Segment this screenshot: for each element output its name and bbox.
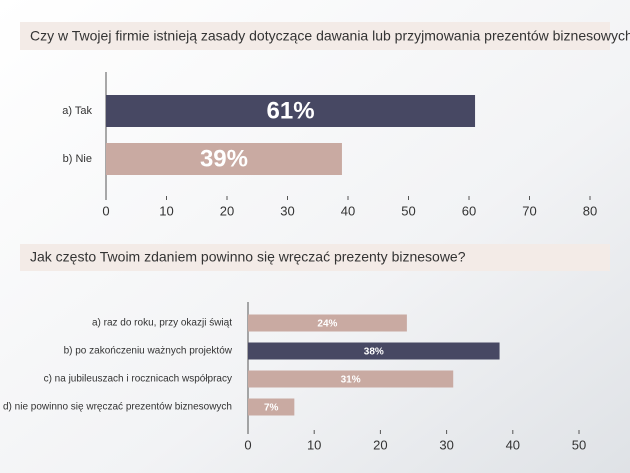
x-tick-label: 80 (583, 203, 597, 218)
title-band (20, 22, 610, 50)
x-tick-label: 40 (341, 203, 355, 218)
x-tick-label: 0 (244, 437, 251, 452)
category-label: a) Tak (62, 105, 92, 117)
value-label: 61% (267, 97, 315, 124)
x-tick-label: 30 (439, 437, 453, 452)
value-label: 7% (264, 403, 279, 414)
x-tick-label: 50 (401, 203, 415, 218)
value-label: 24% (317, 319, 337, 330)
x-tick-label: 30 (280, 203, 294, 218)
value-label: 38% (364, 347, 384, 358)
bar (106, 143, 342, 175)
bar (248, 342, 500, 360)
x-tick-label: 10 (307, 437, 321, 452)
category-label: b) po zakończeniu ważnych projektów (64, 346, 233, 357)
category-label: d) nie powinno się wręczać prezentów biz… (3, 402, 232, 413)
bar (248, 370, 454, 388)
bar (248, 398, 295, 416)
x-tick-label: 20 (373, 437, 387, 452)
x-tick-label: 40 (506, 437, 520, 452)
category-label: c) na jubileuszach i rocznicach współpra… (44, 374, 232, 385)
value-label: 31% (341, 375, 361, 386)
x-tick-label: 0 (102, 203, 109, 218)
category-label: a) raz do roku, przy okazji świąt (92, 318, 232, 329)
x-tick-label: 10 (159, 203, 173, 218)
chart-title: Czy w Twojej firmie istnieją zasady doty… (30, 28, 630, 44)
x-tick-label: 60 (462, 203, 476, 218)
chart-title: Jak często Twoim zdaniem powinno się wrę… (30, 249, 466, 265)
title-band (20, 244, 610, 271)
bar (248, 314, 407, 332)
x-tick-label: 20 (220, 203, 234, 218)
category-label: b) Nie (63, 153, 92, 165)
value-label: 39% (200, 145, 248, 172)
x-tick-label: 70 (522, 203, 536, 218)
bar (106, 95, 476, 127)
x-tick-label: 50 (572, 437, 586, 452)
